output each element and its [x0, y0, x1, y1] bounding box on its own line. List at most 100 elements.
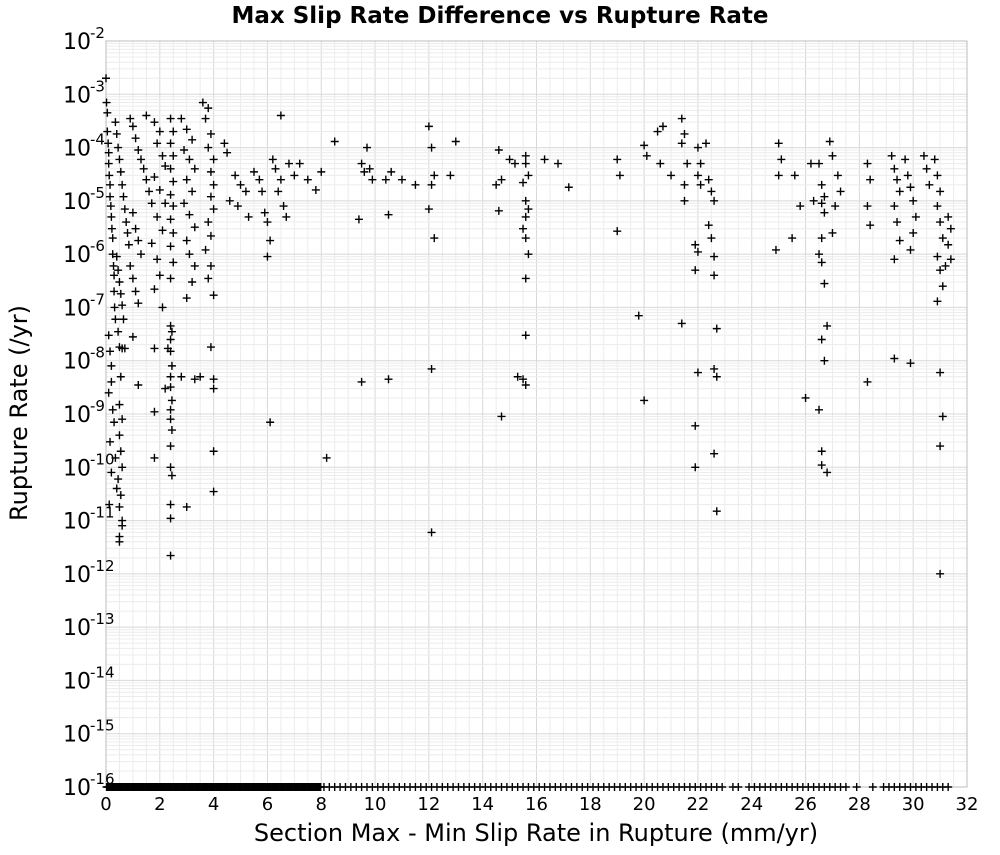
data-point: [774, 139, 783, 148]
data-point: [615, 171, 624, 180]
data-point: [906, 245, 915, 254]
data-point: [946, 224, 955, 233]
data-point: [155, 127, 164, 136]
data-point: [110, 287, 119, 296]
x-tick-label: 10: [364, 794, 387, 815]
data-point: [120, 205, 129, 214]
data-point: [276, 175, 285, 184]
data-point: [710, 364, 719, 373]
data-point: [790, 171, 799, 180]
data-point: [266, 236, 275, 245]
data-point: [115, 155, 124, 164]
data-point: [153, 212, 162, 221]
data-point: [128, 274, 137, 283]
data-point: [519, 178, 528, 187]
data-point: [276, 111, 285, 120]
y-tick-exponent: -4: [90, 131, 105, 149]
data-point: [677, 319, 686, 328]
y-tick-exponent: -13: [90, 610, 115, 628]
data-point: [163, 344, 172, 353]
data-point: [166, 139, 175, 148]
data-point: [266, 418, 275, 427]
x-tick-label: 28: [848, 794, 871, 815]
x-tick-label: 6: [262, 794, 273, 815]
data-point: [134, 299, 143, 308]
data-point: [177, 114, 186, 123]
data-point: [204, 143, 213, 152]
data-point: [521, 196, 530, 205]
data-point: [126, 114, 135, 123]
data-point: [231, 171, 240, 180]
data-point: [809, 196, 818, 205]
data-point: [944, 240, 953, 249]
data-point: [155, 271, 164, 280]
data-point: [161, 162, 170, 171]
data-point: [206, 129, 215, 138]
data-point: [131, 287, 140, 296]
data-point: [201, 114, 210, 123]
data-point: [223, 148, 232, 157]
data-point: [933, 171, 942, 180]
data-point: [118, 301, 127, 310]
data-point: [107, 377, 116, 386]
x-tick-label: 26: [794, 794, 817, 815]
x-tick-label: 24: [740, 794, 763, 815]
data-point: [166, 442, 175, 451]
data-point: [933, 297, 942, 306]
data-point: [190, 375, 199, 384]
data-point: [521, 381, 530, 390]
data-point: [104, 388, 113, 397]
data-point: [890, 202, 899, 211]
data-point: [693, 368, 702, 377]
data-point: [188, 135, 197, 144]
data-point: [282, 212, 291, 221]
y-tick-label: 10: [63, 776, 91, 801]
data-point: [169, 258, 178, 267]
data-point: [691, 463, 700, 472]
data-point: [209, 155, 218, 164]
data-point: [115, 278, 124, 287]
data-point: [712, 372, 721, 381]
data-point: [510, 159, 519, 168]
data-point: [166, 335, 175, 344]
data-point: [521, 274, 530, 283]
data-point: [677, 139, 686, 148]
data-point: [446, 171, 455, 180]
data-point: [185, 155, 194, 164]
data-point: [106, 192, 115, 201]
data-point: [691, 240, 700, 249]
x-tick-label: 30: [902, 794, 925, 815]
data-point: [128, 122, 137, 131]
data-point: [788, 234, 797, 243]
data-point: [642, 151, 651, 160]
chart-title: Max Slip Rate Difference vs Rupture Rate: [231, 3, 768, 29]
data-point: [236, 180, 245, 189]
data-point: [271, 164, 280, 173]
data-point: [284, 159, 293, 168]
data-point: [430, 234, 439, 243]
data-point: [128, 332, 137, 341]
data-point: [946, 255, 955, 264]
data-point: [895, 236, 904, 245]
data-point: [116, 289, 125, 298]
data-point: [110, 418, 119, 427]
data-point: [108, 405, 117, 414]
data-point: [806, 159, 815, 168]
data-point: [206, 167, 215, 176]
data-point: [836, 187, 845, 196]
data-point: [233, 202, 242, 211]
data-point: [167, 327, 176, 336]
data-point: [427, 180, 436, 189]
data-point: [201, 245, 210, 254]
data-point: [707, 187, 716, 196]
data-point: [150, 118, 159, 127]
data-point: [866, 175, 875, 184]
data-point: [427, 143, 436, 152]
data-point: [774, 171, 783, 180]
data-point: [494, 146, 503, 155]
data-point: [868, 783, 877, 791]
data-point: [263, 218, 272, 227]
data-point: [658, 122, 667, 131]
data-point: [712, 507, 721, 516]
